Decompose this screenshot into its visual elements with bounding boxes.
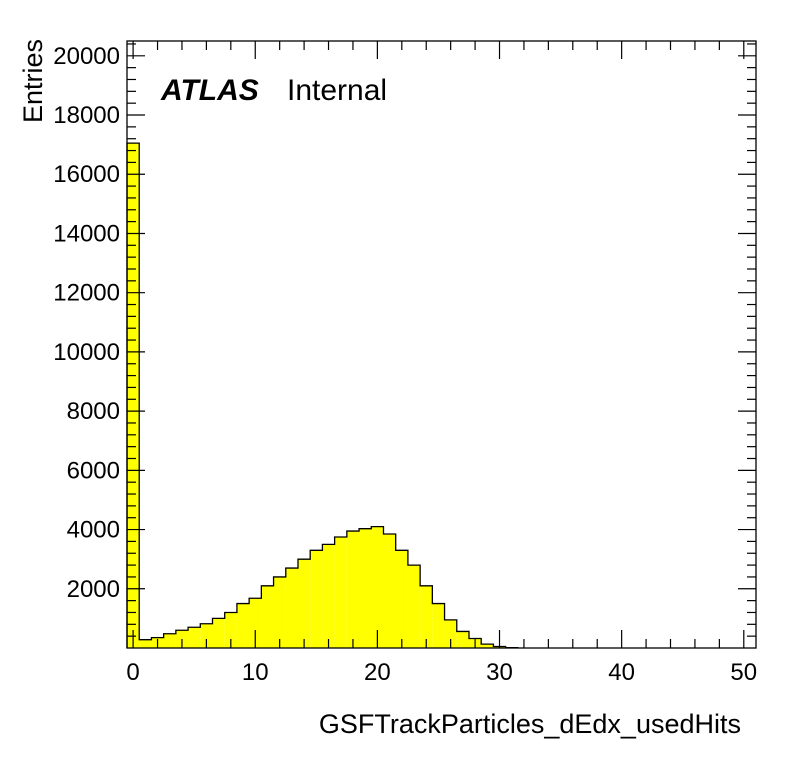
y-tick-labels: 2000 4000 6000 8000 10000 12000 14000 16000 1800… [53,43,120,603]
atlas-status-label: Internal [287,74,387,107]
y-axis-title: Entries [18,39,48,123]
histogram-outline [126,142,519,649]
histogram-bar [249,598,262,648]
histogram-bar [285,568,298,648]
x-tick-label: 40 [608,659,635,686]
histogram-bar [261,585,274,648]
histogram-bar [236,603,250,648]
histogram-bar [407,565,421,648]
histogram-bar [456,631,469,648]
histogram-bar [395,550,408,648]
y-tick-label: 10000 [53,339,120,366]
x-tick-label: 20 [364,659,391,686]
y-tick-label: 20000 [53,43,120,70]
histogram-bar [371,526,384,648]
histogram-bar [297,559,311,648]
histogram-bar [310,550,323,648]
y-tick-label: 16000 [53,161,120,188]
histogram-bar [273,576,286,648]
x-tick-labels: 0 10 20 30 40 50 [126,659,757,686]
histogram-bar [200,623,213,648]
histogram-bar [139,639,152,648]
x-tick-label: 10 [242,659,269,686]
histogram-bar [163,633,176,648]
histogram-bar [212,618,225,648]
histogram-bar [383,534,396,648]
histogram-bar [322,544,335,648]
plot-frame [126,40,757,649]
histogram-bar [127,143,140,648]
histogram-bar [444,619,457,648]
x-tick-label: 0 [126,659,139,686]
histogram-bar [481,644,494,648]
y-tick-label: 6000 [67,457,120,484]
histogram-bars [127,143,518,648]
x-axis-title: GSFTrackParticles_dEdx_usedHits [319,709,741,739]
histogram-bar [420,585,433,648]
y-tick-label: 8000 [67,398,120,425]
x-tick-label: 30 [486,659,513,686]
histogram-bar [346,531,360,648]
y-tick-label: 4000 [67,517,120,544]
histogram-bar [188,627,201,648]
histogram-bar [224,612,237,648]
histogram-bar [334,536,347,648]
y-tick-label: 2000 [67,576,120,603]
histogram-bar [359,528,372,648]
histogram-bar [432,603,445,648]
atlas-label: ATLAS [160,74,259,107]
y-tick-label: 12000 [53,280,120,307]
y-tick-label: 18000 [53,102,120,129]
x-tick-label: 50 [730,659,757,686]
y-tick-label: 14000 [53,220,120,247]
axis-ticks [127,41,756,648]
